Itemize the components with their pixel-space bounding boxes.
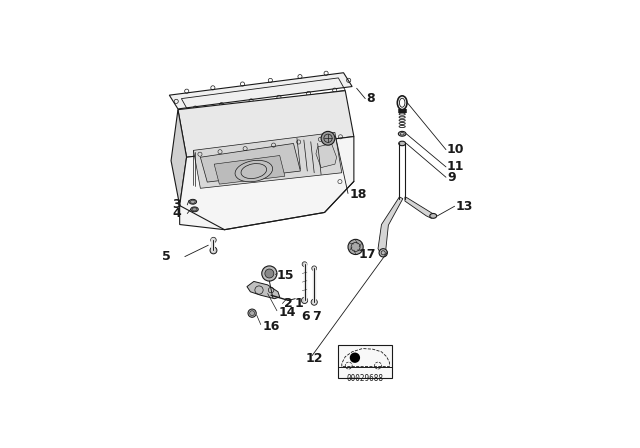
Circle shape (311, 299, 317, 305)
Circle shape (265, 269, 274, 278)
Text: 15: 15 (277, 269, 294, 282)
Ellipse shape (191, 207, 198, 212)
Ellipse shape (235, 160, 273, 182)
Circle shape (349, 353, 360, 363)
Polygon shape (180, 137, 354, 230)
Polygon shape (247, 281, 280, 299)
Polygon shape (200, 143, 300, 182)
Circle shape (301, 297, 308, 303)
Polygon shape (193, 133, 342, 188)
Text: 9: 9 (447, 171, 456, 184)
Polygon shape (171, 110, 187, 206)
Circle shape (312, 266, 317, 271)
Text: 7: 7 (312, 310, 321, 323)
Circle shape (321, 131, 335, 145)
Circle shape (262, 266, 277, 281)
Text: 00029688: 00029688 (346, 374, 383, 383)
Polygon shape (170, 73, 352, 109)
Polygon shape (214, 155, 285, 184)
Text: 17: 17 (359, 248, 376, 261)
Text: 3: 3 (172, 198, 180, 211)
Text: 11: 11 (447, 160, 465, 173)
Ellipse shape (189, 199, 196, 204)
Text: 8: 8 (366, 92, 374, 105)
Circle shape (211, 237, 216, 243)
Text: 13: 13 (456, 200, 473, 213)
Text: 16: 16 (262, 320, 280, 333)
Bar (339, 345, 392, 378)
Text: 6: 6 (301, 310, 310, 323)
Circle shape (302, 262, 307, 267)
Circle shape (348, 239, 363, 254)
Polygon shape (316, 143, 337, 168)
Polygon shape (378, 197, 403, 254)
Circle shape (379, 249, 387, 257)
Text: 14: 14 (278, 306, 296, 319)
Text: 5: 5 (163, 250, 171, 263)
Text: 18: 18 (349, 188, 367, 201)
Ellipse shape (430, 214, 436, 218)
Circle shape (248, 309, 256, 317)
Polygon shape (405, 197, 433, 218)
Text: 10: 10 (447, 143, 465, 156)
Text: 2: 2 (284, 297, 292, 310)
Text: 1: 1 (294, 297, 303, 310)
Text: 12: 12 (306, 352, 323, 365)
Circle shape (210, 247, 217, 254)
Ellipse shape (399, 141, 406, 146)
Polygon shape (178, 90, 354, 157)
Text: 4: 4 (172, 207, 181, 220)
Ellipse shape (398, 131, 406, 136)
